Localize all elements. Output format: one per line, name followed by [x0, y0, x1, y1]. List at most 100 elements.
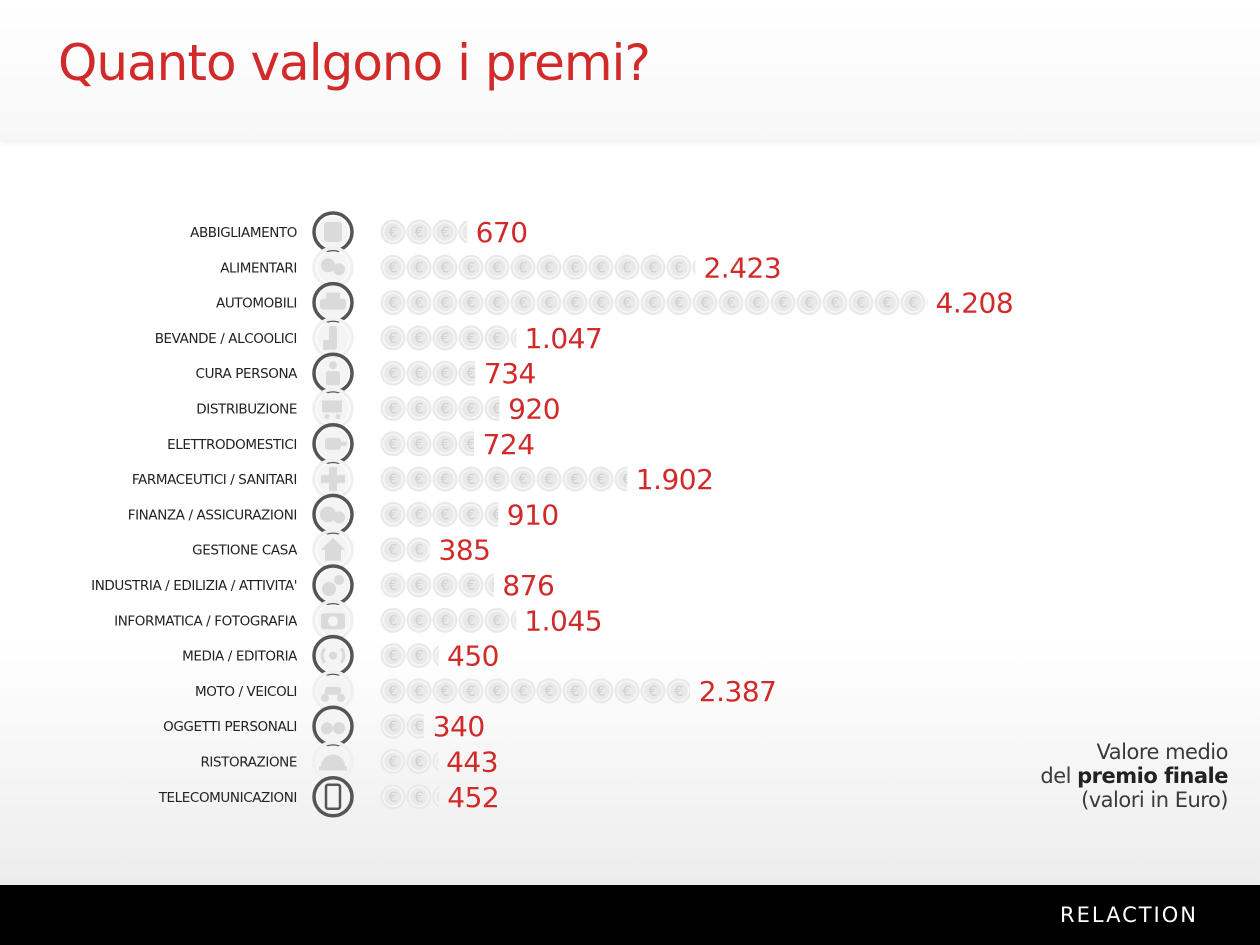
svg-text:€: €: [441, 507, 450, 523]
euro-coin: €: [536, 254, 562, 280]
svg-text:€: €: [779, 296, 788, 312]
svg-text:€: €: [441, 225, 450, 241]
svg-text:€: €: [467, 507, 476, 523]
euro-coin: €: [640, 678, 666, 704]
svg-text:€: €: [493, 402, 502, 418]
svg-text:€: €: [389, 790, 398, 806]
svg-text:€: €: [545, 472, 554, 488]
euro-coin: €: [588, 678, 614, 704]
euro-coin: €: [458, 360, 476, 386]
euro-coin: €: [432, 501, 458, 527]
coin-bar: € € € € € €: [380, 325, 517, 351]
euro-coin: €: [406, 466, 432, 492]
coin-bar: € €: [380, 713, 424, 739]
euro-coin: €: [640, 254, 666, 280]
euro-coin: €: [380, 254, 406, 280]
svg-text:€: €: [415, 437, 424, 453]
euro-coin: €: [432, 290, 458, 316]
euro-coin: €: [666, 678, 690, 704]
svg-text:€: €: [519, 260, 528, 276]
euro-coin: €: [380, 572, 406, 598]
category-label: ALIMENTARI: [220, 260, 297, 276]
svg-text:€: €: [415, 755, 424, 771]
svg-text:€: €: [441, 613, 450, 629]
euro-coin: €: [614, 466, 632, 492]
svg-text:€: €: [389, 225, 398, 241]
euro-coin: €: [484, 572, 502, 598]
svg-text:€: €: [493, 472, 502, 488]
coin-bar: € € € €: [380, 219, 476, 245]
euro-coin: €: [484, 607, 510, 633]
svg-text:€: €: [467, 437, 476, 453]
euro-coin: €: [484, 396, 502, 421]
euro-coin: €: [640, 290, 666, 316]
value-label: 724: [483, 428, 535, 461]
category-label: DISTRIBUZIONE: [196, 402, 297, 418]
svg-text:€: €: [415, 402, 424, 418]
svg-text:€: €: [805, 296, 814, 312]
svg-text:€: €: [883, 296, 892, 312]
svg-text:€: €: [415, 684, 424, 700]
category-label: RISTORAZIONE: [200, 755, 297, 771]
euro-coin: €: [432, 431, 458, 457]
svg-text:€: €: [467, 366, 476, 382]
svg-text:€: €: [389, 260, 398, 276]
glasses-icon: [312, 705, 354, 747]
euro-coin: €: [458, 572, 484, 598]
euro-coin: €: [406, 501, 432, 527]
euro-coin: €: [666, 254, 692, 280]
svg-text:€: €: [493, 578, 502, 594]
svg-text:€: €: [389, 684, 398, 700]
euro-coin: €: [432, 678, 458, 704]
svg-text:€: €: [467, 472, 476, 488]
euro-coin: €: [900, 290, 926, 316]
euro-coin: €: [380, 678, 406, 704]
euro-coin: €: [484, 254, 510, 280]
svg-text:€: €: [467, 684, 476, 700]
category-label: ABBIGLIAMENTO: [190, 225, 297, 241]
euro-coin: €: [380, 466, 406, 492]
euro-coin: €: [692, 290, 718, 316]
svg-text:€: €: [909, 296, 918, 312]
note-line-3: (valori in Euro): [1081, 788, 1228, 812]
euro-coin: €: [484, 678, 510, 704]
svg-text:€: €: [467, 225, 476, 241]
svg-text:€: €: [571, 296, 580, 312]
coin-bar: € € €: [380, 643, 439, 669]
svg-text:€: €: [493, 331, 502, 347]
euro-coin: €: [380, 784, 406, 810]
svg-text:€: €: [623, 472, 632, 488]
euro-coin: €: [380, 325, 406, 351]
svg-text:€: €: [389, 543, 398, 559]
svg-text:€: €: [389, 472, 398, 488]
euro-coin: €: [406, 290, 432, 316]
svg-text:€: €: [415, 543, 424, 559]
svg-text:€: €: [389, 296, 398, 312]
euro-coin: €: [510, 327, 517, 349]
euro-coin: €: [380, 396, 406, 421]
svg-text:€: €: [441, 331, 450, 347]
svg-text:€: €: [389, 649, 398, 665]
svg-text:€: €: [441, 366, 450, 382]
category-label: FARMACEUTICI / SANITARI: [132, 472, 297, 488]
euro-coin: €: [614, 678, 640, 704]
svg-text:€: €: [389, 331, 398, 347]
svg-text:€: €: [649, 296, 658, 312]
svg-text:€: €: [389, 366, 398, 382]
note-line-1: Valore medio: [1096, 740, 1229, 764]
value-label: 734: [484, 357, 536, 390]
svg-text:€: €: [441, 578, 450, 594]
svg-text:€: €: [571, 260, 580, 276]
footer-bar: RELACTION: [0, 885, 1260, 945]
euro-coin: €: [614, 290, 640, 316]
plug-icon: [312, 423, 354, 465]
svg-text:€: €: [857, 296, 866, 312]
camera-icon: [312, 599, 354, 642]
euro-coin: €: [458, 501, 484, 527]
euro-coin: €: [458, 466, 484, 492]
euro-coin: €: [536, 678, 562, 704]
euro-coin: €: [432, 644, 439, 667]
coin-bar: € € € € € € € € € €: [380, 466, 632, 492]
category-label: INDUSTRIA / EDILIZIA / ATTIVITA': [91, 578, 297, 594]
money-icon: [312, 493, 354, 536]
